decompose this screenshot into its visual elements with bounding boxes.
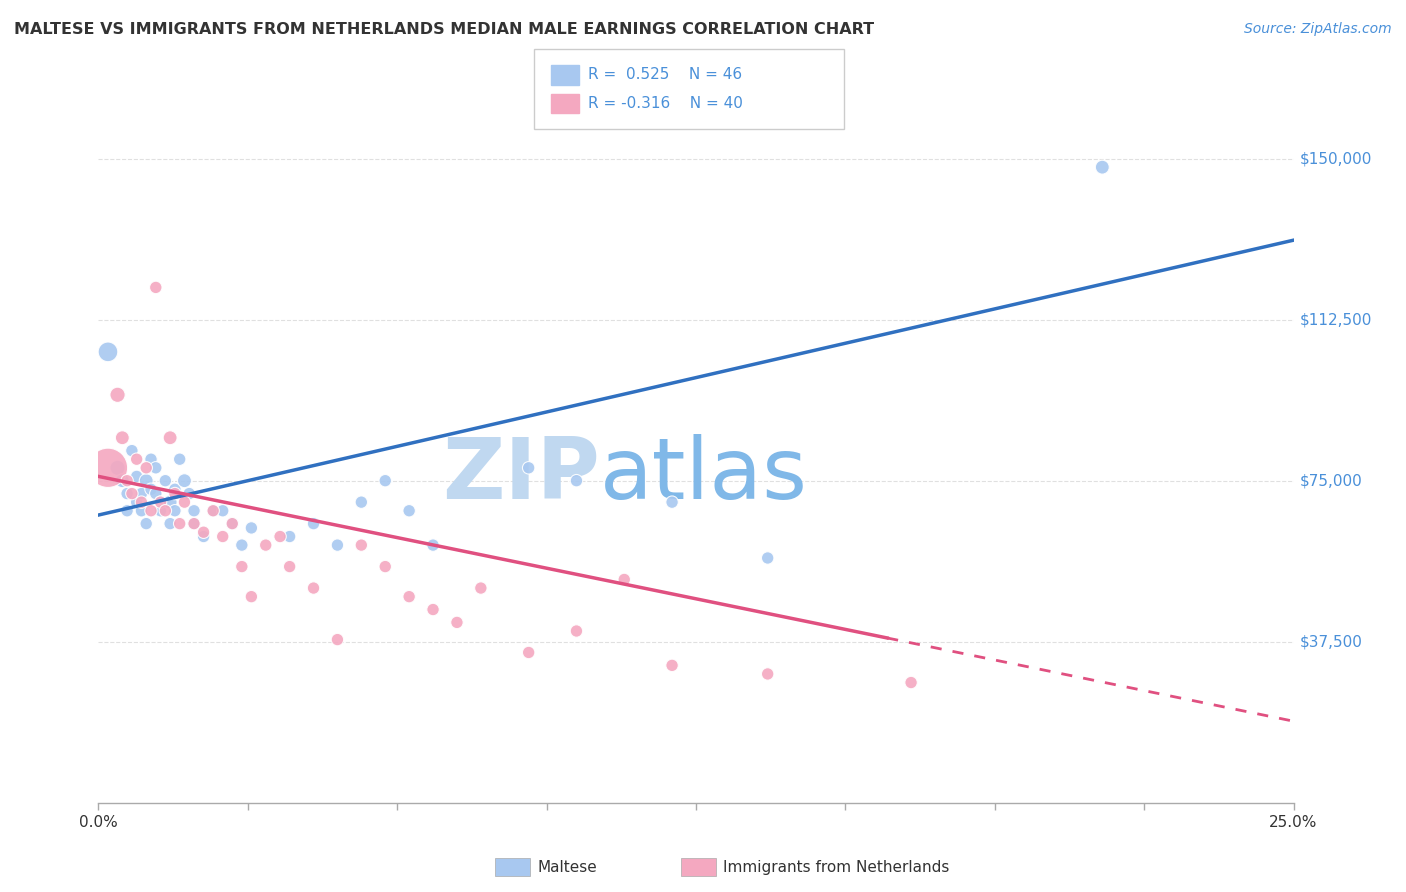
Point — [97, 344, 120, 359]
Point — [278, 529, 301, 543]
Point — [398, 590, 420, 604]
Text: R = -0.316    N = 40: R = -0.316 N = 40 — [588, 96, 742, 111]
Point — [107, 460, 129, 475]
Point — [135, 516, 157, 531]
Point — [121, 486, 143, 500]
Point — [155, 504, 177, 518]
Point — [131, 495, 153, 509]
Text: $150,000: $150,000 — [1299, 151, 1372, 166]
Point — [125, 452, 148, 467]
Text: $75,000: $75,000 — [1299, 473, 1362, 488]
Point — [326, 538, 349, 552]
Point — [139, 504, 162, 518]
Point — [183, 516, 205, 531]
Point — [115, 474, 138, 488]
Point — [211, 504, 233, 518]
Point — [97, 460, 120, 475]
Point — [131, 486, 153, 500]
Text: Maltese: Maltese — [537, 860, 596, 874]
Point — [169, 452, 191, 467]
Point — [231, 559, 253, 574]
Point — [111, 431, 134, 445]
Point — [278, 559, 301, 574]
Point — [211, 529, 233, 543]
Point — [517, 460, 540, 475]
Point — [115, 486, 138, 500]
Point — [221, 516, 243, 531]
Point — [613, 573, 636, 587]
Point — [163, 483, 186, 497]
Point — [159, 516, 181, 531]
Point — [115, 504, 138, 518]
Point — [183, 516, 205, 531]
Point — [179, 486, 201, 500]
Point — [231, 538, 253, 552]
Point — [145, 280, 167, 294]
Point — [193, 525, 215, 540]
Point — [254, 538, 277, 552]
Point — [240, 590, 263, 604]
Text: MALTESE VS IMMIGRANTS FROM NETHERLANDS MEDIAN MALE EARNINGS CORRELATION CHART: MALTESE VS IMMIGRANTS FROM NETHERLANDS M… — [14, 22, 875, 37]
Point — [661, 495, 683, 509]
Point — [517, 645, 540, 659]
Point — [149, 504, 172, 518]
Point — [155, 474, 177, 488]
Point — [350, 538, 373, 552]
Text: atlas: atlas — [600, 434, 808, 517]
Point — [470, 581, 492, 595]
Point — [131, 504, 153, 518]
Point — [422, 602, 444, 616]
Point — [202, 504, 225, 518]
Point — [135, 474, 157, 488]
Point — [163, 504, 186, 518]
Point — [159, 431, 181, 445]
Point — [900, 675, 922, 690]
Text: $112,500: $112,500 — [1299, 312, 1372, 327]
Point — [202, 504, 225, 518]
Text: Immigrants from Netherlands: Immigrants from Netherlands — [723, 860, 949, 874]
Point — [173, 495, 195, 509]
Point — [756, 551, 779, 566]
Point — [169, 516, 191, 531]
Point — [302, 516, 325, 531]
Point — [139, 483, 162, 497]
Point — [173, 474, 195, 488]
Point — [240, 521, 263, 535]
Text: $37,500: $37,500 — [1299, 634, 1362, 649]
Point — [159, 495, 181, 509]
Text: Source: ZipAtlas.com: Source: ZipAtlas.com — [1244, 22, 1392, 37]
Point — [121, 443, 143, 458]
Point — [446, 615, 468, 630]
Point — [193, 529, 215, 543]
Point — [163, 486, 186, 500]
Point — [269, 529, 291, 543]
Point — [107, 388, 129, 402]
Point — [1091, 160, 1114, 174]
Point — [135, 460, 157, 475]
Point — [398, 504, 420, 518]
Text: ZIP: ZIP — [443, 434, 600, 517]
Point — [145, 460, 167, 475]
Point — [221, 516, 243, 531]
Point — [565, 474, 588, 488]
Point — [350, 495, 373, 509]
Point — [125, 495, 148, 509]
Point — [661, 658, 683, 673]
Point — [139, 452, 162, 467]
Point — [756, 667, 779, 681]
Point — [326, 632, 349, 647]
Point — [565, 624, 588, 638]
Point — [374, 474, 396, 488]
Point — [183, 504, 205, 518]
Point — [111, 474, 134, 488]
Point — [302, 581, 325, 595]
Point — [145, 486, 167, 500]
Text: R =  0.525    N = 46: R = 0.525 N = 46 — [588, 68, 742, 82]
Point — [149, 495, 172, 509]
Point — [125, 469, 148, 483]
Point — [374, 559, 396, 574]
Point — [422, 538, 444, 552]
Point — [149, 495, 172, 509]
